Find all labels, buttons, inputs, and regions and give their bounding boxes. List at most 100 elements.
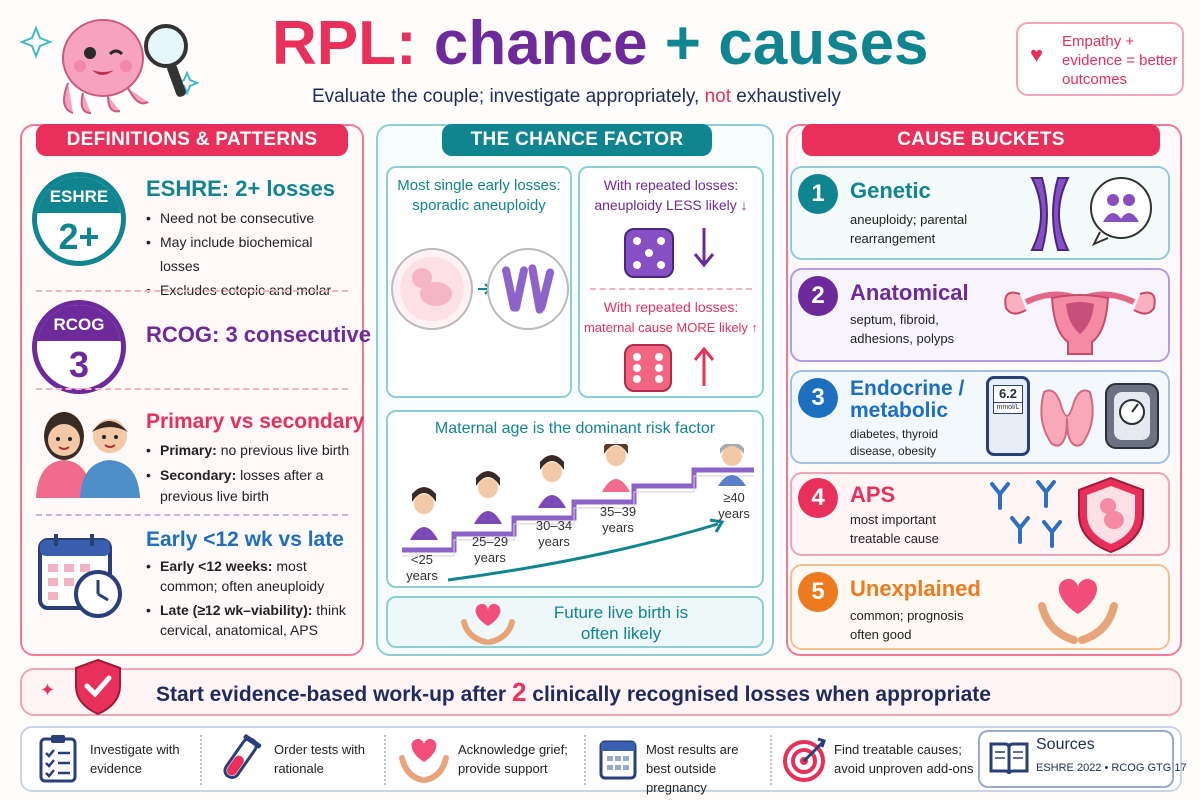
footer-item: Most results are best outside pregnancy: [646, 742, 739, 795]
sparkle-icon: ✦: [40, 680, 56, 700]
cause-number: 5: [798, 572, 838, 612]
footer-item: Find treatable causes; avoid unproven ad…: [834, 742, 974, 776]
primary-bullets: Primary: no previous live birth Secondar…: [146, 438, 356, 507]
footer-item: Order tests with rationale: [274, 742, 366, 776]
cause-number: 3: [798, 378, 838, 418]
embryo-chromosome-illustration: [388, 244, 570, 334]
age-label: 30–34 years: [535, 518, 573, 549]
title-chance: chance: [433, 9, 648, 78]
eshre-badge-value: 2+: [58, 216, 100, 257]
footer-item: Acknowledge grief; provide support: [458, 742, 568, 776]
heart-icon: ♥: [1030, 42, 1044, 67]
age-label: ≥40 years: [718, 490, 750, 521]
age-label: <25 years: [406, 552, 438, 583]
cause-desc: aneuploidy; parental rearrangement: [850, 212, 968, 246]
cause-desc: diabetes, thyroid disease, obesity: [850, 427, 939, 458]
subtitle-not: not: [704, 86, 731, 107]
late-text: think cervical, anatomical, APS: [160, 602, 346, 638]
cause-number: 4: [798, 478, 838, 518]
cause-title: Anatomical: [850, 280, 969, 305]
page-subtitle: Evaluate the couple; investigate appropr…: [312, 86, 952, 108]
shield-embryo-icon: [1076, 476, 1146, 554]
empathy-note-text: Empathy + evidence = better outcomes: [1062, 33, 1178, 88]
more-likely-line1: With repeated losses:: [603, 299, 739, 315]
workup-text-end: clinically recognised losses when approp…: [532, 683, 991, 706]
footer-item: Investigate with evidence: [90, 742, 180, 776]
divider: [36, 514, 348, 516]
uterus-icon: [1000, 274, 1160, 356]
early-label: Early <12 weeks:: [160, 558, 273, 574]
eshre-title: ESHRE: 2+ losses: [146, 176, 335, 201]
secondary-label: Secondary:: [160, 467, 237, 483]
sources-text: ESHRE 2022 • RCOG GTG 17: [1036, 762, 1187, 774]
future-birth-box: [386, 596, 764, 648]
thyroid-icon: [1036, 378, 1098, 454]
title-causes: causes: [718, 9, 929, 78]
book-icon: [988, 740, 1030, 776]
cause-unexplained: [790, 564, 1170, 650]
cause-title: Endocrine / metabolic: [850, 377, 965, 422]
page-title: RPL: chance + causes: [272, 6, 992, 82]
cause-title: APS: [850, 482, 896, 507]
test-tube-icon: [218, 734, 262, 784]
shield-check-icon: [72, 658, 124, 716]
eshre-badge-label: ESHRE: [37, 177, 121, 213]
list-item: Late (≥12 wk–viability): think cervical,…: [146, 600, 356, 640]
eshre-bullets: Need not be consecutive May include bioc…: [146, 206, 356, 302]
couple-illustration: [30, 402, 142, 498]
late-label: Late (≥12 wk–viability):: [160, 602, 313, 618]
subtitle-start: Evaluate the couple; investigate appropr…: [312, 86, 700, 107]
title-prefix: RPL:: [272, 9, 417, 78]
list-item: Need not be consecutive: [146, 206, 356, 230]
checklist-icon: [38, 734, 78, 784]
list-item: Primary: no previous live birth: [146, 438, 356, 462]
early-text: most common; often aneuploidy: [160, 558, 325, 594]
family-speech-icon: [1084, 174, 1158, 248]
causes-heading: CAUSE BUCKETS: [802, 124, 1160, 156]
divider: [584, 735, 586, 785]
antibody-icon: [982, 478, 1068, 552]
cause-desc: common; prognosis often good: [850, 608, 964, 642]
primary-label: Primary:: [160, 442, 217, 458]
workup-text-start: Start evidence-based work-up after: [156, 683, 507, 706]
hands-heart-icon: [460, 598, 516, 646]
divider: [384, 735, 386, 785]
age-label: 25–29 years: [471, 534, 509, 565]
divider: [590, 288, 752, 290]
scale-icon: [1104, 380, 1160, 452]
cause-number: 1: [798, 174, 838, 214]
future-birth-text: Future live birth is often likely: [553, 603, 689, 643]
definitions-heading: DEFINITIONS & PATTERNS: [36, 124, 348, 156]
down-arrow-icon: [692, 226, 716, 268]
subtitle-end: exhaustively: [736, 86, 841, 107]
cause-desc: most important treatable cause: [850, 512, 939, 546]
rcog-badge-label: RCOG: [37, 305, 121, 341]
secondary-text: losses after a previous live birth: [160, 467, 324, 504]
less-likely-line2: aneuploidy LESS likely ↓: [594, 197, 748, 213]
up-arrow-icon: [692, 346, 716, 388]
cause-title: Genetic: [850, 178, 931, 203]
divider: [36, 290, 348, 292]
divider: [36, 388, 348, 390]
mascot-illustration: [18, 8, 251, 118]
more-likely-line2: maternal cause MORE likely ↑: [583, 320, 759, 335]
calendar-clock-icon: [36, 532, 124, 620]
chance-heading: THE CHANCE FACTOR: [442, 124, 712, 156]
early-title: Early <12 wk vs late: [146, 528, 344, 551]
workup-number: 2: [511, 677, 527, 707]
hands-heart-icon: [1036, 570, 1120, 646]
maternal-age-title: Maternal age is the dominant risk factor: [434, 420, 716, 437]
chromosome-icon: [1022, 174, 1078, 254]
glucose-unit: mmol/L: [993, 403, 1023, 414]
divider: [200, 735, 202, 785]
workup-text: Start evidence-based work-up after 2 cli…: [156, 676, 1166, 711]
rcog-title: RCOG: 3 consecutive: [146, 322, 371, 347]
age-staircase: [388, 439, 764, 584]
less-likely-line1: With repeated losses:: [603, 177, 739, 193]
pink-dice-icon: [622, 342, 674, 394]
hands-heart-icon: [398, 734, 450, 784]
purple-dice-icon: [622, 226, 676, 280]
list-item: Secondary: losses after a previous live …: [146, 465, 356, 507]
cause-title: Unexplained: [850, 576, 981, 601]
list-item: Early <12 weeks: most common; often aneu…: [146, 556, 356, 596]
